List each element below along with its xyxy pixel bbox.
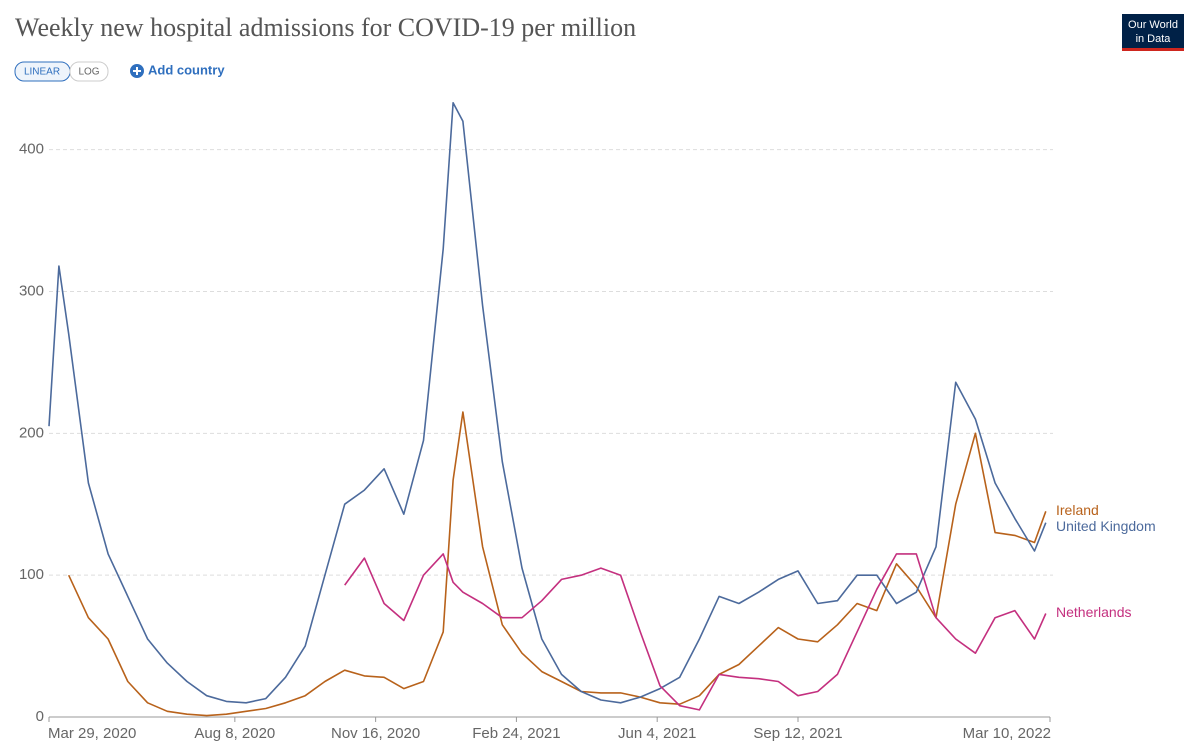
y-tick-label: 0 [36,708,44,725]
logo[interactable]: Our World in Data [1122,14,1184,51]
plus [133,67,141,75]
series-line [48,102,1047,704]
x-tick-label: Sep 12, 2021 [753,725,842,742]
y-tick-label: 100 [19,566,44,583]
logo-stripe [1122,48,1184,51]
x-tick-label: Mar 29, 2020 [48,725,136,742]
logo-line: in Data [1136,33,1172,45]
logo-box [1122,14,1184,51]
legend-label: Netherlands [1056,604,1132,620]
log-button[interactable] [69,61,109,82]
y-tick-label: 400 [19,141,44,158]
legend-label: United Kingdom [1056,518,1156,534]
legend-label: Ireland [1056,502,1099,518]
x-tick-label: Mar 10, 2022 [963,725,1051,742]
log-label: LOG [78,67,99,78]
y-tick-label: 200 [19,424,44,441]
x-tick-label: Aug 8, 2020 [194,725,275,742]
x-tick-label: Jun 4, 2021 [618,725,696,742]
chart-title: Weekly new hospital admissions for COVID… [15,13,636,42]
series-line [344,553,1047,711]
logo-line: Our World [1128,19,1178,31]
scale-toggle: LINEAR LOG [14,61,109,82]
x-tick-label: Feb 24, 2021 [472,725,560,742]
x-tick-label: Nov 16, 2020 [331,725,420,742]
series-line [67,411,1047,717]
add-country[interactable]: Add country [130,62,225,78]
linear-label: LINEAR [24,67,60,78]
add-country-label: Add country [148,62,225,77]
y-tick-label: 300 [19,282,44,299]
